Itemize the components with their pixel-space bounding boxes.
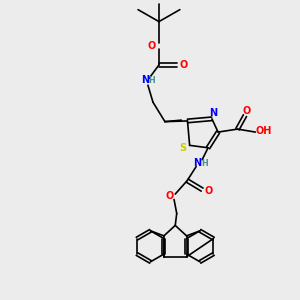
Text: S: S	[179, 143, 187, 153]
Text: O: O	[179, 60, 188, 70]
Text: N: N	[209, 108, 217, 118]
Text: H: H	[202, 159, 208, 168]
Text: O: O	[205, 186, 213, 197]
Text: OH: OH	[256, 127, 272, 136]
Text: O: O	[242, 106, 250, 116]
Text: O: O	[165, 191, 173, 201]
Text: H: H	[149, 76, 155, 85]
Text: N: N	[142, 75, 150, 85]
Text: O: O	[147, 41, 156, 51]
Text: N: N	[194, 158, 202, 168]
